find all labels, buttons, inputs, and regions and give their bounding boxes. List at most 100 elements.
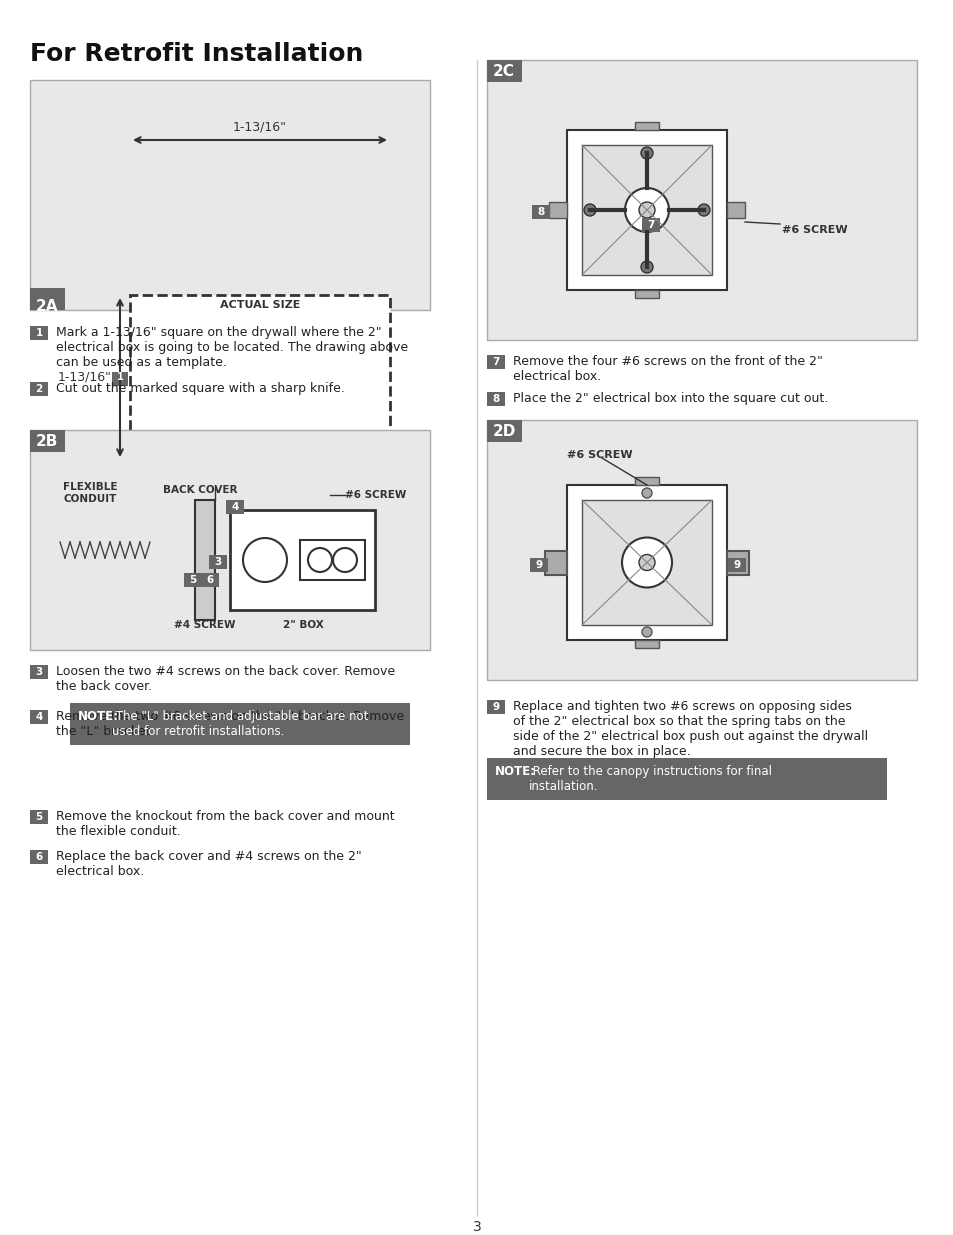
Text: Place the 2" electrical box into the square cut out.: Place the 2" electrical box into the squ… [513, 391, 827, 405]
Circle shape [639, 555, 655, 571]
Text: 4: 4 [231, 501, 238, 513]
Circle shape [641, 627, 651, 637]
Bar [194, 500, 214, 620]
Bar [566, 485, 726, 640]
FancyBboxPatch shape [112, 372, 128, 385]
Text: 7: 7 [647, 220, 654, 230]
Text: #6 SCREW: #6 SCREW [566, 450, 632, 459]
FancyBboxPatch shape [486, 354, 504, 369]
Text: 2D: 2D [492, 424, 516, 438]
Text: Cut out the marked square with a sharp knife.: Cut out the marked square with a sharp k… [56, 382, 345, 395]
Text: The "L" bracket and adjustable bar are not
used for retrofit installations.: The "L" bracket and adjustable bar are n… [112, 710, 368, 739]
Bar [635, 640, 659, 648]
Text: 2: 2 [35, 384, 43, 394]
FancyBboxPatch shape [30, 382, 48, 396]
Bar [486, 420, 916, 680]
Text: 3: 3 [472, 1220, 481, 1234]
Text: Mark a 1-13/16" square on the drywall where the 2"
electrical box is going to be: Mark a 1-13/16" square on the drywall wh… [56, 326, 408, 369]
Bar [544, 551, 566, 574]
Text: 9: 9 [733, 559, 740, 569]
Circle shape [639, 203, 655, 219]
Text: 8: 8 [492, 394, 499, 404]
FancyBboxPatch shape [30, 326, 48, 340]
FancyBboxPatch shape [486, 700, 504, 714]
FancyBboxPatch shape [486, 420, 521, 442]
Text: 4: 4 [35, 713, 43, 722]
Text: ACTUAL SIZE: ACTUAL SIZE [219, 300, 300, 310]
Text: Remove the knockout from the back cover and mount
the flexible conduit.: Remove the knockout from the back cover … [56, 810, 395, 839]
Text: Replace the back cover and #4 screws on the 2"
electrical box.: Replace the back cover and #4 screws on … [56, 850, 361, 878]
FancyBboxPatch shape [184, 573, 202, 587]
Text: 1: 1 [35, 329, 43, 338]
Text: FLEXIBLE
CONDUIT: FLEXIBLE CONDUIT [63, 482, 117, 504]
Circle shape [308, 548, 332, 572]
Text: #4 SCREW: #4 SCREW [174, 620, 235, 630]
FancyBboxPatch shape [30, 850, 48, 864]
Bar [30, 80, 430, 310]
Bar [299, 540, 365, 580]
Text: 7: 7 [492, 357, 499, 367]
FancyBboxPatch shape [226, 500, 244, 514]
Bar [726, 203, 744, 219]
Bar [486, 758, 886, 800]
FancyBboxPatch shape [486, 391, 504, 406]
FancyBboxPatch shape [30, 430, 65, 452]
Circle shape [243, 538, 287, 582]
Bar [581, 500, 711, 625]
Text: Remove the four #6 screws on the front of the 2"
electrical box.: Remove the four #6 screws on the front o… [513, 354, 822, 383]
Circle shape [640, 261, 652, 273]
Text: For Retrofit Installation: For Retrofit Installation [30, 42, 363, 65]
Circle shape [333, 548, 356, 572]
FancyBboxPatch shape [30, 810, 48, 824]
Bar [635, 122, 659, 130]
Bar [30, 430, 430, 650]
Circle shape [621, 537, 671, 588]
Text: 1-13/16": 1-13/16" [58, 370, 112, 384]
FancyBboxPatch shape [201, 573, 219, 587]
FancyBboxPatch shape [486, 61, 521, 82]
Text: BACK COVER: BACK COVER [163, 485, 237, 495]
Text: NOTE:: NOTE: [495, 764, 536, 778]
Bar [230, 510, 375, 610]
Text: NOTE:: NOTE: [78, 710, 119, 722]
Text: 5: 5 [190, 576, 196, 585]
Bar [726, 551, 748, 574]
Bar [566, 130, 726, 290]
Circle shape [698, 204, 709, 216]
Bar [70, 703, 410, 745]
Text: 2B: 2B [36, 433, 58, 448]
FancyBboxPatch shape [30, 664, 48, 679]
Text: 3: 3 [214, 557, 221, 567]
Circle shape [583, 204, 596, 216]
Text: 3: 3 [35, 667, 43, 677]
FancyBboxPatch shape [530, 557, 547, 572]
Text: 8: 8 [537, 207, 544, 217]
FancyBboxPatch shape [209, 555, 227, 569]
Text: Replace and tighten two #6 screws on opposing sides
of the 2" electrical box so : Replace and tighten two #6 screws on opp… [513, 700, 867, 758]
Text: 2" BOX: 2" BOX [282, 620, 323, 630]
Circle shape [640, 147, 652, 159]
Text: 5: 5 [35, 811, 43, 823]
FancyBboxPatch shape [727, 557, 745, 572]
Bar [581, 144, 711, 275]
Text: 1-13/16": 1-13/16" [233, 121, 287, 135]
FancyBboxPatch shape [30, 710, 48, 724]
FancyBboxPatch shape [30, 288, 65, 310]
Text: 9: 9 [535, 559, 542, 569]
Text: Remove the two #6 screws on the "L" bracket. Remove
the "L" bracket.: Remove the two #6 screws on the "L" brac… [56, 710, 404, 739]
Circle shape [624, 188, 668, 232]
FancyBboxPatch shape [641, 219, 659, 232]
Text: #6 SCREW: #6 SCREW [345, 490, 406, 500]
Circle shape [641, 488, 651, 498]
Bar [635, 290, 659, 298]
Text: Loosen the two #4 screws on the back cover. Remove
the back cover.: Loosen the two #4 screws on the back cov… [56, 664, 395, 693]
Text: 2A: 2A [35, 299, 58, 314]
Text: 6: 6 [206, 576, 213, 585]
Text: 2C: 2C [493, 63, 515, 79]
Bar [635, 477, 659, 485]
Text: 6: 6 [35, 852, 43, 862]
Text: #6 SCREW: #6 SCREW [781, 225, 846, 235]
Text: 9: 9 [492, 701, 499, 713]
Text: 1: 1 [116, 373, 123, 383]
Bar [486, 61, 916, 340]
